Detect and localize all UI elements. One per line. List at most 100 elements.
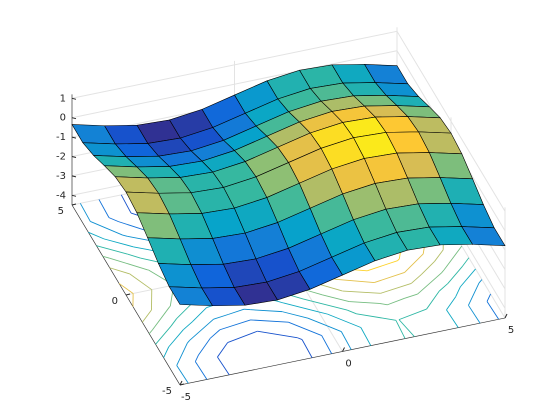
z-tick-label: -1 <box>56 132 66 143</box>
contour-line <box>122 234 128 237</box>
z-tick <box>71 156 77 158</box>
contour-line <box>374 271 405 284</box>
contour-line <box>227 330 258 344</box>
contour-line <box>108 217 119 223</box>
contour-line <box>468 282 480 306</box>
contour-line <box>387 297 405 306</box>
contour-line <box>151 306 170 331</box>
contour-line <box>486 293 492 302</box>
contour-line <box>250 319 289 323</box>
contour-line <box>191 307 207 323</box>
contour-line <box>250 309 283 313</box>
contour-line <box>176 342 188 366</box>
contour-line <box>321 335 333 354</box>
y-tick <box>71 203 77 206</box>
contour-line <box>281 311 309 319</box>
contour-line <box>198 338 211 356</box>
contour-line <box>367 260 398 272</box>
contour-line <box>283 302 319 313</box>
contour-line <box>438 283 449 292</box>
contour-line <box>417 272 442 295</box>
x-tick-label: 5 <box>508 325 514 336</box>
x-tick <box>504 313 508 319</box>
contour-line <box>302 298 313 302</box>
contour-line <box>98 199 110 218</box>
contour-line <box>219 319 251 331</box>
contour-line <box>404 293 418 299</box>
contour-line <box>346 309 357 315</box>
contour-line <box>168 329 184 348</box>
contour-line <box>155 325 172 345</box>
contour-line <box>169 305 171 308</box>
contour-line <box>305 289 323 296</box>
z-tick <box>71 117 77 120</box>
contour-line <box>88 231 105 240</box>
z-tick-label: -2 <box>56 152 66 163</box>
y-tick-label: 0 <box>112 296 118 307</box>
contour-line <box>297 337 303 341</box>
contour-line <box>379 302 388 306</box>
contour-line <box>468 305 481 324</box>
contour-line <box>307 317 328 327</box>
contour-line <box>455 286 461 297</box>
contour-line <box>404 253 424 273</box>
x-tick-label: 0 <box>345 359 351 370</box>
contour-line <box>410 274 422 284</box>
contour-line <box>398 319 415 337</box>
contour-line <box>129 273 153 291</box>
contour-line <box>441 269 445 274</box>
contour-line <box>127 253 141 259</box>
contour-line <box>301 339 313 358</box>
contour-line <box>460 268 476 288</box>
z-tick-label: -4 <box>56 190 66 201</box>
x-tick <box>342 347 345 352</box>
contour-line <box>446 296 457 311</box>
surface-patch <box>168 286 214 307</box>
contour-line <box>102 255 110 259</box>
contour-line <box>194 361 208 380</box>
contour-line <box>318 311 328 315</box>
contour-line <box>148 329 153 334</box>
z-tick <box>71 175 77 178</box>
contour-line <box>109 257 148 271</box>
contour-line <box>340 331 352 350</box>
contour-line <box>96 245 128 255</box>
contour-line <box>257 330 298 339</box>
contour-line <box>327 313 362 328</box>
z-tick <box>71 97 77 100</box>
contour-line <box>213 313 229 320</box>
contour-line <box>189 318 214 341</box>
z-tick-label: -3 <box>56 171 66 182</box>
contour-line <box>103 238 134 248</box>
contour-line <box>288 321 322 336</box>
contour-line <box>90 221 123 236</box>
contour-line <box>322 294 350 303</box>
y-tick <box>179 383 185 386</box>
x-tick <box>179 380 183 386</box>
contour-line <box>420 261 435 275</box>
contour-line <box>183 321 193 331</box>
contour-line <box>217 342 228 358</box>
z-tick-label: 1 <box>60 93 66 104</box>
contour-line <box>228 308 245 315</box>
contour-line <box>120 194 132 214</box>
contour-line <box>133 246 150 251</box>
contour-line <box>360 327 372 346</box>
contour-line <box>395 320 406 339</box>
contour-line <box>163 346 170 358</box>
contour-line <box>397 258 400 261</box>
contour-line <box>186 339 191 344</box>
contour-line <box>434 249 444 262</box>
contour-line <box>118 283 134 294</box>
contour-line <box>194 354 199 362</box>
contour-line <box>209 329 221 339</box>
contour-line <box>312 300 348 311</box>
contour-line <box>443 245 463 271</box>
contour-line <box>217 356 230 376</box>
y-tick-label: -5 <box>162 386 172 397</box>
contour-line <box>118 221 146 231</box>
contour-line <box>342 290 381 294</box>
contour-line <box>398 308 427 321</box>
